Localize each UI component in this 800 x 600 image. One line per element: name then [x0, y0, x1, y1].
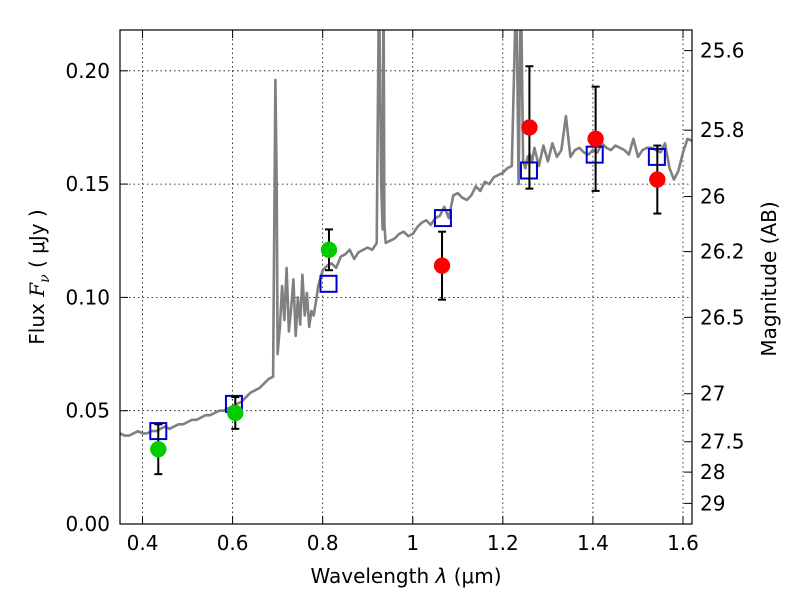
- x-tick-label: 1.2: [487, 531, 519, 555]
- x-tick-label: 1: [406, 531, 419, 555]
- x-tick-label: 0.8: [307, 531, 339, 555]
- nir-data-point: [649, 171, 666, 188]
- y2-tick-label: 27.5: [700, 430, 745, 454]
- y2-axis-title: Magnitude (AB): [757, 201, 781, 356]
- hst-data-point: [227, 404, 244, 422]
- axis-ticks: 0.4 0.6 0.8 1 1.2 1.4 1.6 0.00 0.05 0.10 0.15 0.20 2…: [65, 30, 745, 555]
- grid-lines: [120, 30, 692, 525]
- y-tick-label: 0.00: [65, 512, 110, 536]
- x-tick-label: 0.6: [217, 531, 249, 555]
- y2-tick-label: 29: [700, 491, 725, 515]
- x-axis-title: Wavelength λ (μm): [310, 564, 501, 588]
- model-spectrum-line: [120, 30, 692, 437]
- y-tick-label: 0.05: [65, 399, 110, 423]
- y-tick-label: 0.15: [65, 172, 110, 196]
- nir-data-point: [587, 130, 604, 148]
- hst-data-point: [150, 440, 167, 458]
- model-photometry-square: [433, 209, 452, 228]
- y-tick-label: 0.10: [65, 285, 110, 309]
- nir-data-point: [433, 257, 451, 274]
- data-markers: [149, 65, 666, 476]
- x-tick-label: 1.6: [667, 531, 699, 555]
- y2-tick-label: 27: [700, 382, 725, 406]
- model-photometry-square: [319, 274, 338, 293]
- y2-tick-label: 26: [700, 185, 725, 209]
- y2-tick-label: 25.6: [700, 39, 745, 63]
- y2-tick-label: 26.5: [700, 305, 745, 329]
- y2-tick-label: 28: [700, 460, 725, 484]
- plot-frame: [119, 29, 693, 525]
- y2-tick-label: 25.8: [700, 118, 745, 142]
- x-tick-label: 0.4: [127, 531, 159, 555]
- x-tick-label: 1.4: [577, 531, 609, 555]
- y-axis-title: Flux Fν ( μJy ): [25, 209, 53, 344]
- y-tick-label: 0.20: [65, 59, 110, 83]
- nir-data-point: [521, 119, 538, 136]
- y2-tick-label: 26.2: [700, 240, 745, 264]
- hst-data-point: [320, 241, 338, 259]
